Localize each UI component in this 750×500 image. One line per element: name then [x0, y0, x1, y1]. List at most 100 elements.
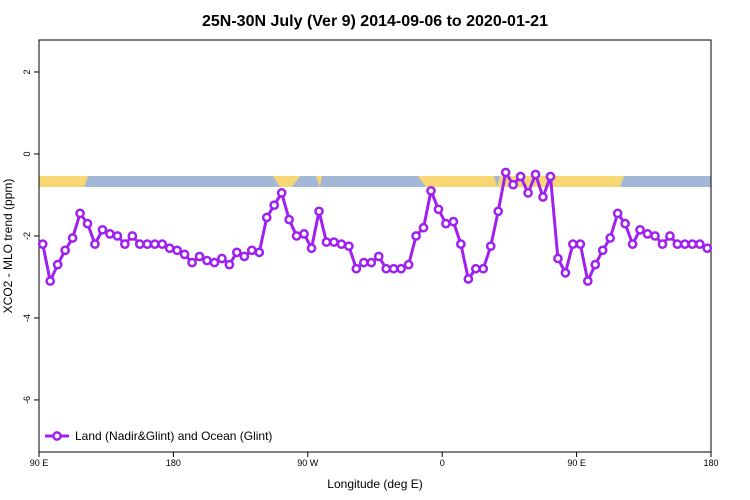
data-point [127, 231, 138, 241]
data-point [418, 222, 429, 233]
data-point [224, 259, 235, 270]
data-point [60, 245, 70, 256]
data-point [672, 239, 683, 250]
data-point [553, 253, 563, 264]
data-point [538, 192, 548, 202]
data-point [358, 257, 369, 268]
data-point [52, 259, 63, 270]
data-point [485, 241, 496, 252]
land-band [316, 176, 322, 187]
land-band [418, 176, 624, 187]
data-point [597, 245, 608, 256]
legend-marker [52, 431, 62, 441]
data-point [299, 229, 309, 239]
y-tick-label: -2 [22, 232, 32, 240]
data-point [620, 218, 630, 229]
data-point [568, 239, 578, 250]
data-point [97, 224, 108, 235]
data-point [605, 233, 616, 243]
data-point [246, 245, 257, 256]
data-point [75, 208, 85, 219]
data-point [306, 243, 317, 254]
data-point [612, 208, 623, 219]
data-point [321, 237, 332, 247]
y-tick-label: -4 [22, 314, 32, 322]
data-point [515, 171, 526, 182]
data-point [134, 239, 145, 250]
x-axis-label: Longitude (deg E) [327, 477, 422, 491]
data-point [105, 229, 115, 239]
data-point [500, 167, 511, 178]
data-point [314, 206, 324, 217]
surface-band [39, 176, 711, 187]
data-point [45, 276, 56, 286]
data-point [642, 229, 653, 239]
data-point [441, 218, 451, 229]
data-point [336, 239, 347, 250]
data-point [657, 239, 668, 250]
y-tick-label: -6 [22, 396, 32, 404]
data-point [351, 263, 362, 274]
data-point [463, 274, 474, 284]
x-tick-label: 180 [703, 458, 718, 468]
x-tick-label: 0 [440, 458, 445, 468]
x-tick-label: 90 E [30, 458, 49, 468]
data-point [702, 243, 713, 254]
data-point [575, 239, 586, 250]
data-point [680, 239, 690, 250]
land-band [273, 176, 300, 187]
data-point [329, 237, 339, 247]
data-point [687, 239, 698, 250]
data-point [157, 239, 168, 250]
data-point [284, 214, 294, 225]
data-point [344, 241, 354, 252]
data-point [67, 233, 78, 243]
data-point [187, 257, 197, 268]
data-point [373, 251, 384, 262]
y-tick-label: 0 [22, 151, 32, 156]
data-point [560, 268, 571, 278]
data-point [149, 239, 160, 250]
data-point [456, 239, 466, 250]
data-point [276, 188, 287, 198]
data-point [694, 239, 705, 250]
data-point [493, 206, 504, 217]
data-point [261, 212, 272, 223]
data-point [530, 169, 541, 180]
data-point [82, 218, 93, 229]
data-point [478, 263, 489, 274]
data-point [112, 231, 123, 241]
data-point [194, 251, 205, 262]
x-tick-label: 90 E [567, 458, 586, 468]
data-point [650, 231, 660, 241]
data-point [254, 247, 265, 258]
y-tick-label: 2 [22, 69, 32, 74]
y-axis-label: XCO2 - MLO trend (ppm) [1, 179, 15, 314]
data-point [269, 200, 280, 211]
data-point [433, 204, 444, 215]
land-band [39, 176, 88, 187]
data-point [411, 231, 421, 241]
data-point [142, 239, 153, 250]
data-point [291, 231, 302, 241]
data-point [120, 239, 130, 250]
data-point [590, 259, 601, 270]
data-point [635, 224, 645, 235]
data-point [179, 249, 190, 260]
legend-label: Land (Nadir&Glint) and Ocean (Glint) [75, 429, 272, 443]
data-point [172, 245, 182, 256]
data-point [665, 231, 675, 241]
data-point [396, 263, 406, 274]
data-point [239, 251, 250, 262]
data-point [366, 257, 377, 268]
data-point [523, 188, 533, 198]
data-point [37, 239, 48, 250]
data-point [217, 253, 227, 264]
ocean-band [39, 176, 711, 187]
data-point [582, 276, 593, 286]
data-point [90, 239, 100, 250]
data-point [627, 239, 638, 250]
data-point [232, 247, 242, 258]
data-point [388, 263, 399, 274]
